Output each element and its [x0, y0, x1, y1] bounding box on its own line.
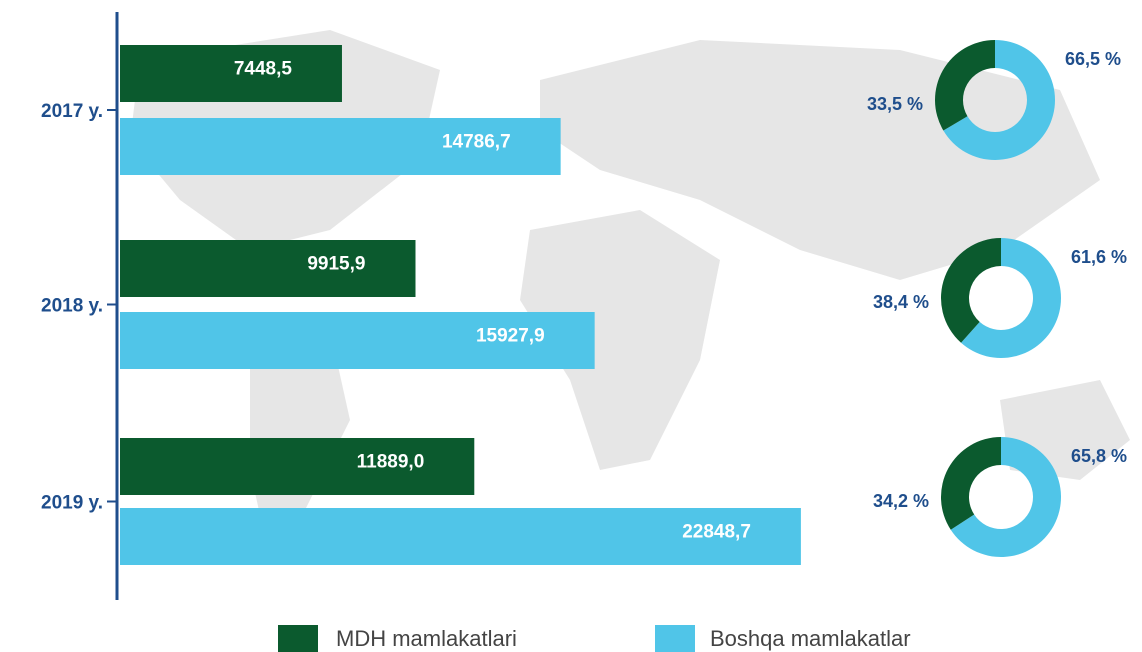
bar	[120, 45, 342, 102]
pie-label: 61,6 %	[1071, 247, 1127, 267]
legend-swatch	[278, 625, 318, 652]
y-tick-label: 2019 y.	[41, 493, 103, 514]
bar-label: 14786,7	[442, 132, 511, 153]
donut-segment	[961, 238, 1061, 359]
pie-label: 33,5 %	[867, 94, 923, 114]
pie-label: 65,8 %	[1071, 446, 1127, 466]
pie-label: 38,4 %	[873, 292, 929, 312]
bar-label: 7448,5	[234, 59, 293, 80]
pie-label: 34,2 %	[873, 491, 929, 511]
legend-label: Boshqa mamlakatlar	[710, 626, 911, 651]
donut-segment	[935, 40, 995, 131]
bar	[120, 438, 475, 495]
bar	[120, 118, 561, 175]
y-tick-label: 2017 y.	[41, 101, 103, 122]
pie-label: 66,5 %	[1065, 49, 1121, 69]
bar	[120, 312, 595, 369]
donut-segment	[941, 437, 1001, 530]
bar	[120, 508, 801, 565]
bar-label: 22848,7	[682, 522, 751, 543]
donut-segment	[943, 40, 1056, 160]
legend-label: MDH mamlakatlari	[336, 626, 517, 651]
donut-segment	[950, 437, 1062, 557]
bar	[120, 240, 416, 297]
donut-segment	[941, 238, 1001, 343]
bar-label: 15927,9	[476, 326, 545, 347]
y-tick-label: 2018 y.	[41, 296, 103, 317]
legend-swatch	[655, 625, 695, 652]
bar-label: 11889,0	[357, 452, 425, 473]
bar-label: 9915,9	[307, 254, 365, 275]
